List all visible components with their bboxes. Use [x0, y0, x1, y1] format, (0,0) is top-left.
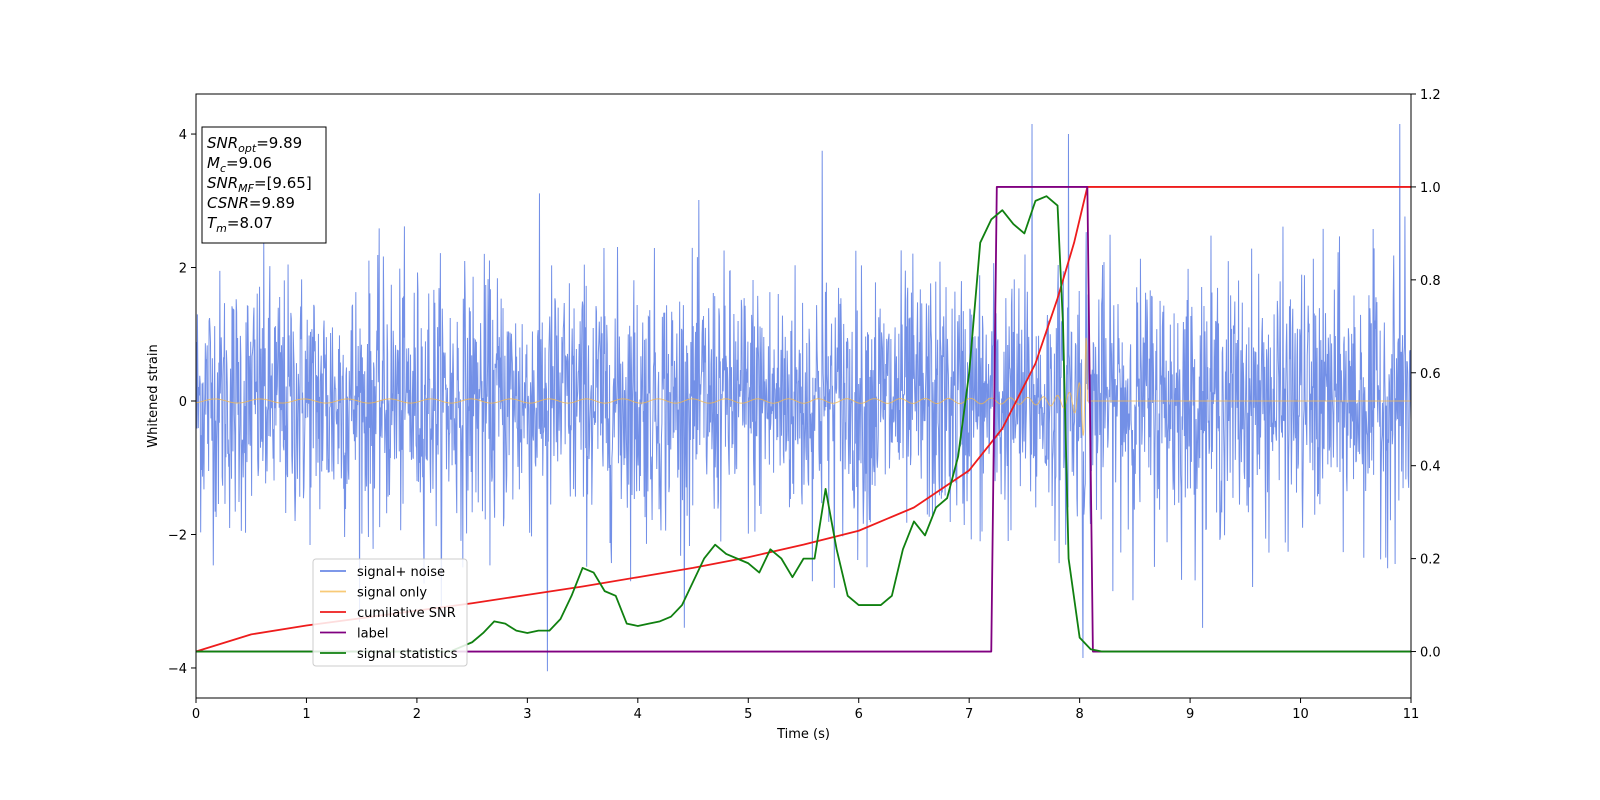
x-tick-label: 9: [1186, 707, 1194, 722]
y-axis-label: Whitened strain: [146, 344, 161, 447]
x-tick-label: 7: [965, 707, 973, 722]
signal-noise-series: [195, 124, 1412, 672]
legend-entry: cumilative SNR: [357, 606, 456, 621]
y-left-tick-label: 2: [179, 262, 187, 277]
legend-entry: signal only: [357, 586, 427, 601]
y-right-tick-label: 0.8: [1420, 274, 1441, 289]
y-right-tick-label: 0.2: [1420, 553, 1441, 568]
y-right-tick-label: 0.6: [1420, 367, 1441, 382]
info-line: Tm=8.07: [207, 214, 273, 235]
info-line: SNRopt=9.89: [207, 134, 302, 155]
y-axis-right: 0.0 0.2 0.4 0.6 0.8 1.0 1.2: [1411, 88, 1441, 661]
legend-entry: signal+ noise: [357, 565, 445, 580]
legend: signal+ noise signal only cumilative SNR la…: [312, 558, 468, 667]
info-box-frame: [201, 126, 327, 244]
y-axis-left: −4 −2 0 2 4: [168, 128, 196, 677]
y-right-tick-label: 0.0: [1420, 646, 1441, 661]
y-right-tick-label: 0.4: [1420, 460, 1441, 475]
legend-entry: label: [357, 627, 388, 642]
info-line: SNRMF=[9.65]: [207, 174, 312, 195]
signal-only-series: [195, 337, 1411, 437]
signal-only-line: [195, 337, 1411, 437]
x-tick-label: 6: [855, 707, 863, 722]
legend-frame: [312, 558, 468, 667]
x-tick-label: 4: [634, 707, 642, 722]
y-left-tick-label: −2: [168, 528, 187, 543]
y-right-tick-label: 1.0: [1420, 181, 1441, 196]
info-line: CSNR=9.89: [207, 194, 295, 212]
signal-statistics-line: [196, 195, 1411, 653]
x-tick-label: 8: [1075, 707, 1083, 722]
x-tick-label: 5: [744, 707, 752, 722]
x-tick-label: 3: [523, 707, 531, 722]
info-line: Mc=9.06: [207, 154, 272, 175]
plot-frame: [195, 93, 1412, 699]
x-tick-label: 1: [302, 707, 310, 722]
x-axis: 0 1 2 3 4 5 6 7 8 9 10 11: [192, 698, 1419, 722]
signal-statistics-series: [196, 195, 1411, 653]
signal-noise-line: [195, 124, 1412, 672]
y-left-tick-label: 4: [179, 128, 187, 143]
x-axis-label: Time (s): [776, 727, 830, 742]
x-tick-label: 10: [1292, 707, 1309, 722]
x-tick-label: 0: [192, 707, 200, 722]
x-tick-label: 2: [413, 707, 421, 722]
y-right-tick-label: 1.2: [1420, 88, 1441, 103]
x-tick-label: 11: [1403, 707, 1420, 722]
y-left-tick-label: 0: [179, 395, 187, 410]
legend-entry: signal statistics: [357, 647, 458, 662]
y-left-tick-label: −4: [168, 662, 187, 677]
